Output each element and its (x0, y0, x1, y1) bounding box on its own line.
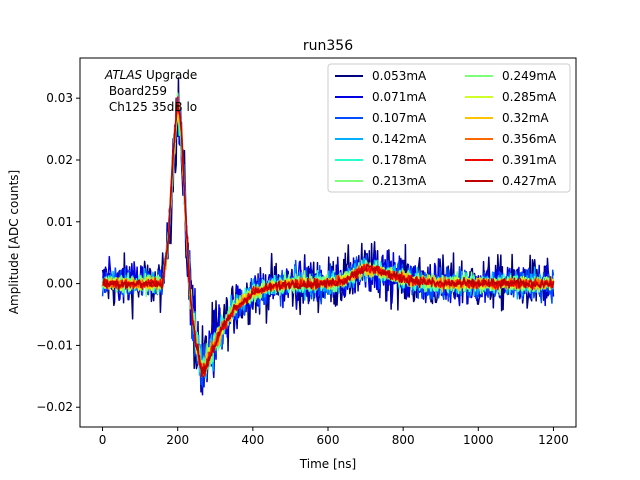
legend: 0.053mA 0.071mA 0.107mA 0.142mA 0.178mA 0.213… (327, 63, 571, 193)
y-axis-label: Amplitude [ADC counts] (7, 170, 21, 314)
legend-entry-label: 0.356mA (502, 132, 557, 146)
x-tick-label: 800 (392, 433, 415, 447)
annotation-line-3: Ch125 35dB lo (105, 100, 197, 114)
legend-entry-label: 0.142mA (372, 132, 427, 146)
x-axis-label: Time [ns] (299, 457, 356, 471)
x-tick-label: 400 (241, 433, 264, 447)
x-tick-label: 1000 (463, 433, 494, 447)
x-tick-label: 600 (317, 433, 340, 447)
legend-entry-label: 0.213mA (372, 174, 427, 188)
atlas-label: ATLAS (104, 68, 143, 82)
x-tick-label: 0 (99, 433, 107, 447)
legend-entry-label: 0.071mA (372, 90, 427, 104)
x-tick-label: 200 (166, 433, 189, 447)
y-tick-label: −0.01 (36, 338, 73, 352)
y-tick-label: 0.02 (46, 153, 73, 167)
series-layer (101, 77, 555, 396)
x-axis: 0 200 400 600 800 1000 1200 (99, 427, 569, 447)
y-tick-label: −0.02 (36, 400, 73, 414)
legend-entry-label: 0.427mA (502, 174, 557, 188)
y-tick-label: 0.00 (46, 277, 73, 291)
annotations: ATLAS Upgrade Board259 Ch125 35dB lo (104, 68, 197, 114)
series-line (102, 103, 555, 377)
legend-entry-label: 0.32mA (502, 111, 549, 125)
y-axis: −0.02 −0.01 0.00 0.01 0.02 0.03 (36, 91, 80, 414)
legend-box (327, 63, 571, 193)
x-tick-label: 1200 (538, 433, 569, 447)
legend-entry-label: 0.178mA (372, 153, 427, 167)
annotation-line-1: ATLAS Upgrade (104, 68, 197, 82)
legend-entry-label: 0.053mA (372, 69, 427, 83)
y-tick-label: 0.03 (46, 91, 73, 105)
chart-title: run356 (303, 38, 353, 54)
legend-entry-label: 0.285mA (502, 90, 557, 104)
legend-entry-label: 0.391mA (502, 153, 557, 167)
annotation-line-2: Board259 (105, 84, 167, 98)
legend-entry-label: 0.249mA (502, 69, 557, 83)
y-tick-label: 0.01 (46, 215, 73, 229)
legend-entry-label: 0.107mA (372, 111, 427, 125)
